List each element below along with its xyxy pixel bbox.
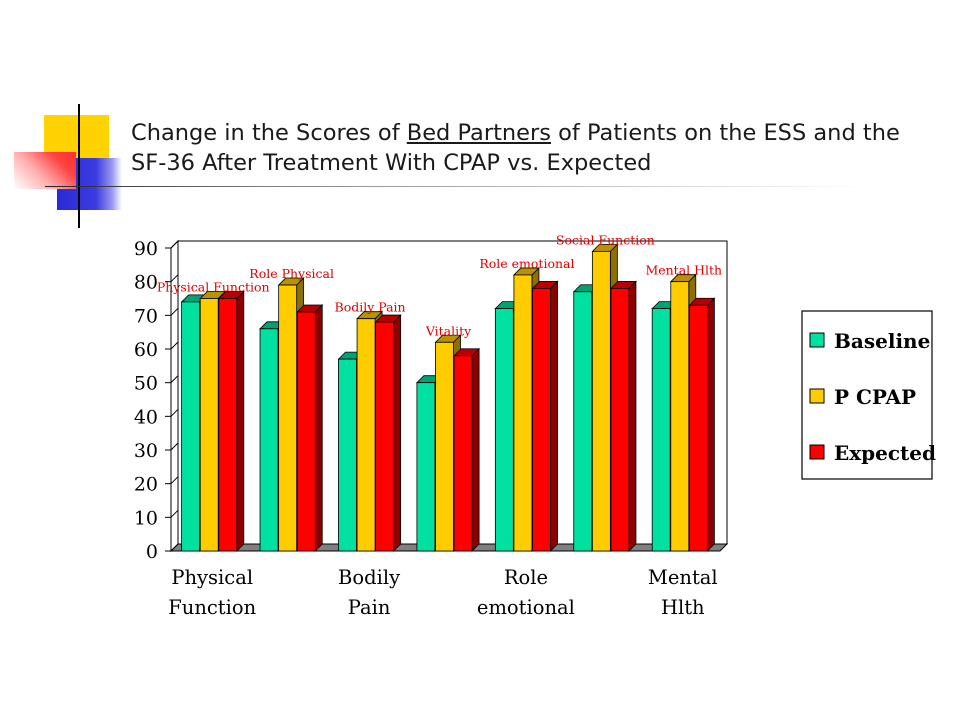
wall-tick-line <box>170 307 179 316</box>
legend-label: Baseline <box>834 329 930 353</box>
bar <box>199 298 219 552</box>
bar <box>218 298 238 552</box>
bar <box>610 287 630 552</box>
x-axis-label: Physical <box>171 566 253 589</box>
x-axis-label: Function <box>168 596 256 619</box>
data-label: Mental Hlth <box>645 263 722 278</box>
x-axis-label: Hlth <box>661 596 705 619</box>
slide-title: Change in the Scores of Bed Partners of … <box>131 118 931 178</box>
title-part-2: of Patients on the ESS and the SF-36 Aft… <box>131 120 900 176</box>
bar <box>435 341 454 552</box>
bar <box>513 274 533 552</box>
bar <box>338 358 357 552</box>
bar <box>651 308 671 552</box>
y-tick-label: 0 <box>146 541 158 563</box>
bar-side <box>706 297 715 552</box>
data-label: Vitality <box>425 323 472 338</box>
bar <box>296 311 316 552</box>
legend-swatch <box>809 388 825 404</box>
wall-tick-line <box>170 509 179 518</box>
bar <box>181 301 201 552</box>
data-label: Social Function <box>556 232 655 247</box>
bar <box>532 287 551 552</box>
bar <box>573 291 593 552</box>
y-tick-label: 70 <box>134 305 158 327</box>
bar-side <box>628 280 637 552</box>
y-tick-label: 60 <box>134 339 158 361</box>
y-tick-label: 80 <box>134 272 158 294</box>
x-axis-label: emotional <box>477 596 575 619</box>
wall-tick-line <box>170 476 179 485</box>
bar <box>670 281 690 552</box>
legend-swatch <box>809 332 825 348</box>
bar <box>688 304 708 552</box>
title-part-1: Change in the Scores of <box>131 120 407 146</box>
wall-tick-line <box>170 240 179 249</box>
legend-swatch <box>809 444 825 460</box>
legend-label: P CPAP <box>834 385 916 409</box>
legend-label: Expected <box>834 441 936 465</box>
bar-side <box>550 280 558 552</box>
title-underlined-phrase: Bed Partners <box>406 120 551 146</box>
y-tick-label: 30 <box>134 440 158 462</box>
wall-tick-line <box>170 375 179 384</box>
deco-horizontal-rule <box>45 186 865 187</box>
deco-vertical-rule <box>78 104 80 228</box>
bar-side <box>236 290 245 552</box>
y-tick-label: 20 <box>134 474 158 496</box>
bar <box>278 284 298 552</box>
x-axis-label: Bodily <box>338 566 400 589</box>
bar <box>259 328 279 552</box>
deco-red-block <box>14 152 76 189</box>
data-label: Bodily Pain <box>335 300 406 315</box>
data-label: Physical Function <box>157 280 270 295</box>
bar <box>494 308 514 552</box>
bar <box>356 318 376 552</box>
data-label: Role emotional <box>479 256 574 271</box>
wall-tick-line <box>170 274 179 283</box>
bar-side <box>393 314 402 552</box>
wall-tick-line <box>170 442 179 451</box>
wall-tick-line <box>170 341 179 350</box>
y-tick-label: 50 <box>134 373 158 395</box>
wall-tick-line <box>170 408 179 417</box>
x-axis-label: Mental <box>648 566 718 589</box>
y-tick-label: 10 <box>134 507 158 529</box>
bar <box>416 382 436 552</box>
y-tick-label: 40 <box>134 406 158 428</box>
x-axis-label: Role <box>504 566 548 589</box>
x-axis-label: Pain <box>348 596 391 619</box>
bar <box>591 250 611 552</box>
bar <box>375 321 395 552</box>
bar-side <box>471 347 480 552</box>
y-tick-label: 90 <box>134 238 158 260</box>
data-label: Role Physical <box>249 266 334 281</box>
bar-side <box>314 304 323 552</box>
bar <box>453 355 473 552</box>
